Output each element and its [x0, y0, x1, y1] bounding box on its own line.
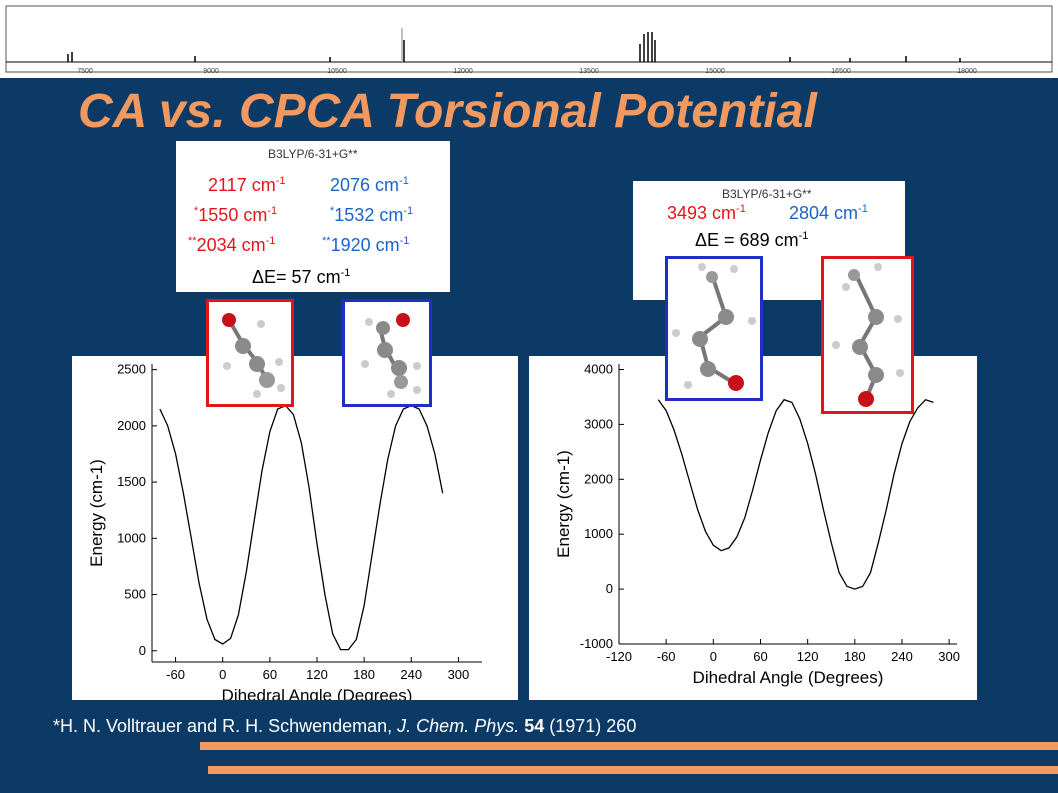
left-red-value-2: *1550 cm-1 — [194, 205, 278, 225]
x-tick-label: 120 — [797, 649, 819, 664]
spectrum-tick-label: 16500 — [831, 68, 851, 75]
molecule-image-ca-red — [206, 299, 294, 407]
right-delta-energy: ΔE = 689 cm-1 — [695, 230, 809, 250]
x-tick-label: 300 — [448, 667, 470, 682]
spectrum-tick-label: 13500 — [579, 68, 599, 75]
y-tick-label: 500 — [124, 587, 146, 602]
x-tick-label: -60 — [166, 667, 185, 682]
x-tick-label: -60 — [657, 649, 676, 664]
spectrum-tick-label: 18000 — [957, 68, 977, 75]
x-tick-label: 180 — [353, 667, 375, 682]
y-tick-label: 2000 — [117, 418, 146, 433]
left-blue-value-3: **1920 cm-1 — [322, 235, 410, 255]
x-axis-label: Dihedral Angle (Degrees) — [222, 686, 413, 700]
left-plot-svg: 0 500 1000 1500 2000 2500 -60 0 60 120 180 240 300 Di… — [87, 362, 482, 700]
y-tick-label: 0 — [139, 643, 146, 658]
spectrum-tick-label: 15000 — [705, 68, 725, 75]
y-tick-label: -1000 — [580, 636, 613, 651]
y-axis-label: Energy (cm-1) — [554, 450, 573, 558]
decor-bar-top — [200, 742, 1058, 750]
x-tick-label: -120 — [606, 649, 632, 664]
left-computation-box: B3LYP/6-31+G** 2117 cm-1 2076 cm-1 *1550… — [176, 141, 450, 292]
decor-bar-bottom — [208, 766, 1058, 774]
method-label: B3LYP/6-31+G** — [722, 187, 812, 201]
left-energy-plot: 0 500 1000 1500 2000 2500 -60 0 60 120 180 240 300 Di… — [72, 356, 518, 700]
spectrum-tick-label: 12000 — [453, 68, 473, 75]
y-tick-label: 1000 — [584, 526, 613, 541]
energy-series-line — [657, 398, 934, 590]
molecule-image-cpca-blue — [665, 256, 763, 401]
y-tick-label: 1500 — [117, 474, 146, 489]
right-red-value: 3493 cm-1 — [667, 203, 746, 223]
y-tick-label: 0 — [606, 581, 613, 596]
left-blue-value-1: 2076 cm-1 — [330, 175, 409, 195]
left-red-value-1: 2117 cm-1 — [208, 175, 286, 195]
molecule-icon — [672, 263, 756, 391]
left-delta-energy: ΔE= 57 cm-1 — [252, 267, 351, 287]
left-blue-value-2: *1532 cm-1 — [330, 205, 414, 225]
spectrum-plot: 7500 9000 10500 12000 13500 15000 16500 18000 — [5, 5, 1053, 75]
x-axis-label: Dihedral Angle (Degrees) — [693, 668, 884, 687]
x-tick-label: 60 — [753, 649, 767, 664]
right-blue-value: 2804 cm-1 — [789, 203, 868, 223]
y-tick-label: 1000 — [117, 530, 146, 545]
slide-title: CA vs. CPCA Torsional Potential — [78, 85, 817, 138]
spectrum-tick-label: 7500 — [77, 68, 93, 75]
x-tick-label: 300 — [938, 649, 960, 664]
x-tick-label: 240 — [400, 667, 422, 682]
left-red-value-3: **2034 cm-1 — [188, 235, 276, 255]
right-plot-svg: -1000 0 1000 2000 3000 4000 -120 -60 0 60 120 180 24… — [554, 361, 960, 687]
y-tick-label: 2000 — [584, 471, 613, 486]
x-tick-label: 240 — [891, 649, 913, 664]
x-tick-label: 120 — [306, 667, 328, 682]
x-tick-label: 180 — [844, 649, 866, 664]
energy-series-line — [159, 404, 444, 651]
spectrum-tick-label: 10500 — [327, 68, 347, 75]
y-tick-label: 2500 — [117, 362, 146, 377]
spectrum-frame — [5, 5, 1053, 73]
x-tick-label: 0 — [219, 667, 226, 682]
molecule-icon — [832, 263, 904, 407]
x-tick-label: 60 — [263, 667, 277, 682]
x-tick-label: 0 — [710, 649, 717, 664]
molecule-image-cpca-red — [821, 256, 914, 414]
molecule-icon — [361, 313, 421, 398]
method-label: B3LYP/6-31+G** — [268, 147, 358, 161]
y-tick-label: 4000 — [584, 361, 613, 376]
molecule-image-ca-blue — [342, 299, 432, 407]
spectrum-strip: 7500 9000 10500 12000 13500 15000 16500 18000 — [0, 0, 1058, 78]
spectrum-tick-label: 9000 — [203, 68, 219, 75]
y-tick-label: 3000 — [584, 416, 613, 431]
y-axis-label: Energy (cm-1) — [87, 459, 106, 567]
reference-citation: *H. N. Volltrauer and R. H. Schwendeman,… — [53, 716, 637, 736]
molecule-icon — [222, 313, 285, 398]
